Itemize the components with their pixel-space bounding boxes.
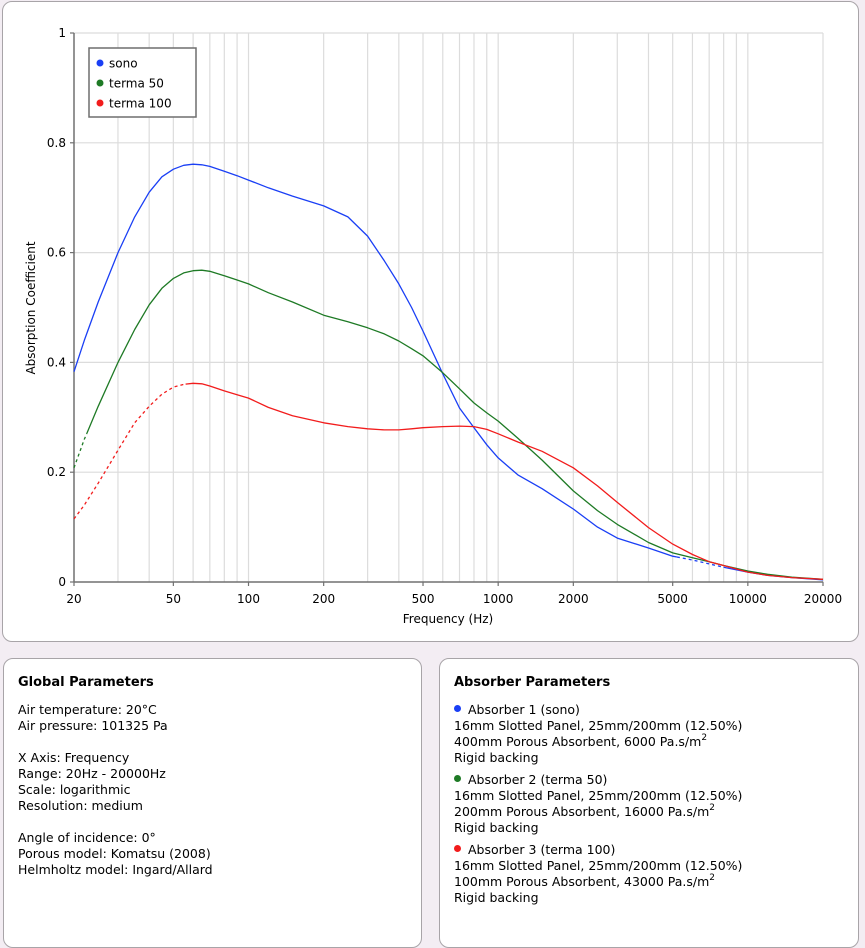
absorber-backing: Rigid backing	[454, 820, 539, 835]
y-tick-label: 0.4	[47, 355, 66, 369]
legend-marker-icon	[96, 59, 104, 67]
absorber-item: Absorber 3 (terma 100) 16mm Slotted Pane…	[454, 842, 844, 906]
absorber-color-dot-icon	[454, 775, 461, 782]
absorber-item: Absorber 2 (terma 50) 16mm Slotted Panel…	[454, 772, 844, 836]
absorber-backing: Rigid backing	[454, 750, 539, 765]
absorber-panel-spec: 16mm Slotted Panel, 25mm/200mm (12.50%)	[454, 718, 743, 733]
x-tick-label: 200	[312, 592, 335, 606]
global-parameters-panel: Global Parameters Air temperature: 20°C …	[3, 658, 422, 948]
x-tick-label: 2000	[558, 592, 589, 606]
y-tick-label: 0.8	[47, 136, 66, 150]
x-axis-title: Frequency (Hz)	[403, 612, 494, 626]
y-tick-label: 0.2	[47, 465, 66, 479]
legend-marker-icon	[96, 99, 104, 107]
y-tick-label: 0.6	[47, 246, 66, 260]
absorption-chart: 0 0.2 0.4 0.6 0.8 1 20 50 100 200 500 1000 2000 5000 1…	[24, 26, 842, 626]
x-tick-label: 100	[237, 592, 260, 606]
angle-of-incidence: Angle of incidence: 0°	[18, 830, 156, 845]
absorber-panel-spec: 16mm Slotted Panel, 25mm/200mm (12.50%)	[454, 788, 743, 803]
x-tick-label: 20000	[804, 592, 842, 606]
resolution-setting: Resolution: medium	[18, 798, 143, 813]
absorber-color-dot-icon	[454, 705, 461, 712]
series-terma-100	[73, 382, 824, 580]
x-tick-label: 1000	[483, 592, 514, 606]
absorber-item: Absorber 1 (sono) 16mm Slotted Panel, 25…	[454, 702, 844, 766]
chart-panel: 0 0.2 0.4 0.6 0.8 1 20 50 100 200 500 1000 2000 5000 1…	[2, 1, 859, 642]
x-tick-label: 5000	[657, 592, 688, 606]
x-tick-label: 10000	[729, 592, 767, 606]
absorber-name: Absorber 1 (sono)	[468, 702, 580, 717]
air-pressure: Air pressure: 101325 Pa	[18, 718, 168, 733]
absorber-porous-spec: 100mm Porous Absorbent, 43000 Pa.s/m2	[454, 873, 716, 890]
absorber-porous-spec: 200mm Porous Absorbent, 16000 Pa.s/m2	[454, 803, 716, 820]
legend-label: sono	[109, 57, 138, 71]
y-tick-label: 0	[58, 575, 66, 589]
grid	[74, 32, 824, 582]
absorber-panel-spec: 16mm Slotted Panel, 25mm/200mm (12.50%)	[454, 858, 743, 873]
series-sono	[73, 163, 824, 581]
air-temperature: Air temperature: 20°C	[18, 702, 157, 717]
legend-box	[88, 47, 197, 118]
global-parameters-title: Global Parameters	[18, 675, 154, 690]
legend-label: terma 100	[109, 97, 172, 111]
absorber-backing: Rigid backing	[454, 890, 539, 905]
helmholtz-model: Helmholtz model: Ingard/Allard	[18, 862, 213, 877]
x-tick-label: 500	[412, 592, 435, 606]
series-line-dashed	[676, 556, 724, 568]
y-tick-label: 1	[58, 26, 66, 40]
absorber-parameters-title: Absorber Parameters	[454, 675, 611, 690]
series-line	[185, 382, 824, 580]
range-setting: Range: 20Hz - 20000Hz	[18, 766, 166, 781]
series	[73, 163, 824, 581]
series-line-dashed	[73, 383, 186, 520]
legend-marker-icon	[96, 79, 104, 87]
series-line-dashed	[73, 433, 88, 469]
x-tick-label: 20	[66, 592, 81, 606]
series-line	[73, 163, 678, 558]
absorber-name: Absorber 2 (terma 50)	[468, 772, 608, 787]
x-tick-label: 50	[166, 592, 181, 606]
porous-model: Porous model: Komatsu (2008)	[18, 846, 211, 861]
scale-setting: Scale: logarithmic	[18, 782, 131, 797]
absorber-porous-spec: 400mm Porous Absorbent, 6000 Pa.s/m2	[454, 733, 708, 750]
legend: sono terma 50 terma 100	[88, 47, 197, 118]
absorber-parameters-panel: Absorber Parameters Absorber 1 (sono) 16…	[439, 658, 859, 948]
x-axis-setting: X Axis: Frequency	[18, 750, 130, 765]
absorber-color-dot-icon	[454, 845, 461, 852]
y-axis-title: Absorption Coefficient	[24, 241, 38, 374]
series-line	[86, 269, 824, 580]
legend-label: terma 50	[109, 77, 164, 91]
absorber-name: Absorber 3 (terma 100)	[468, 842, 616, 857]
series-terma-50	[73, 269, 824, 580]
axes: 0 0.2 0.4 0.6 0.8 1 20 50 100 200 500 1000 2000 5000 1…	[47, 26, 842, 606]
